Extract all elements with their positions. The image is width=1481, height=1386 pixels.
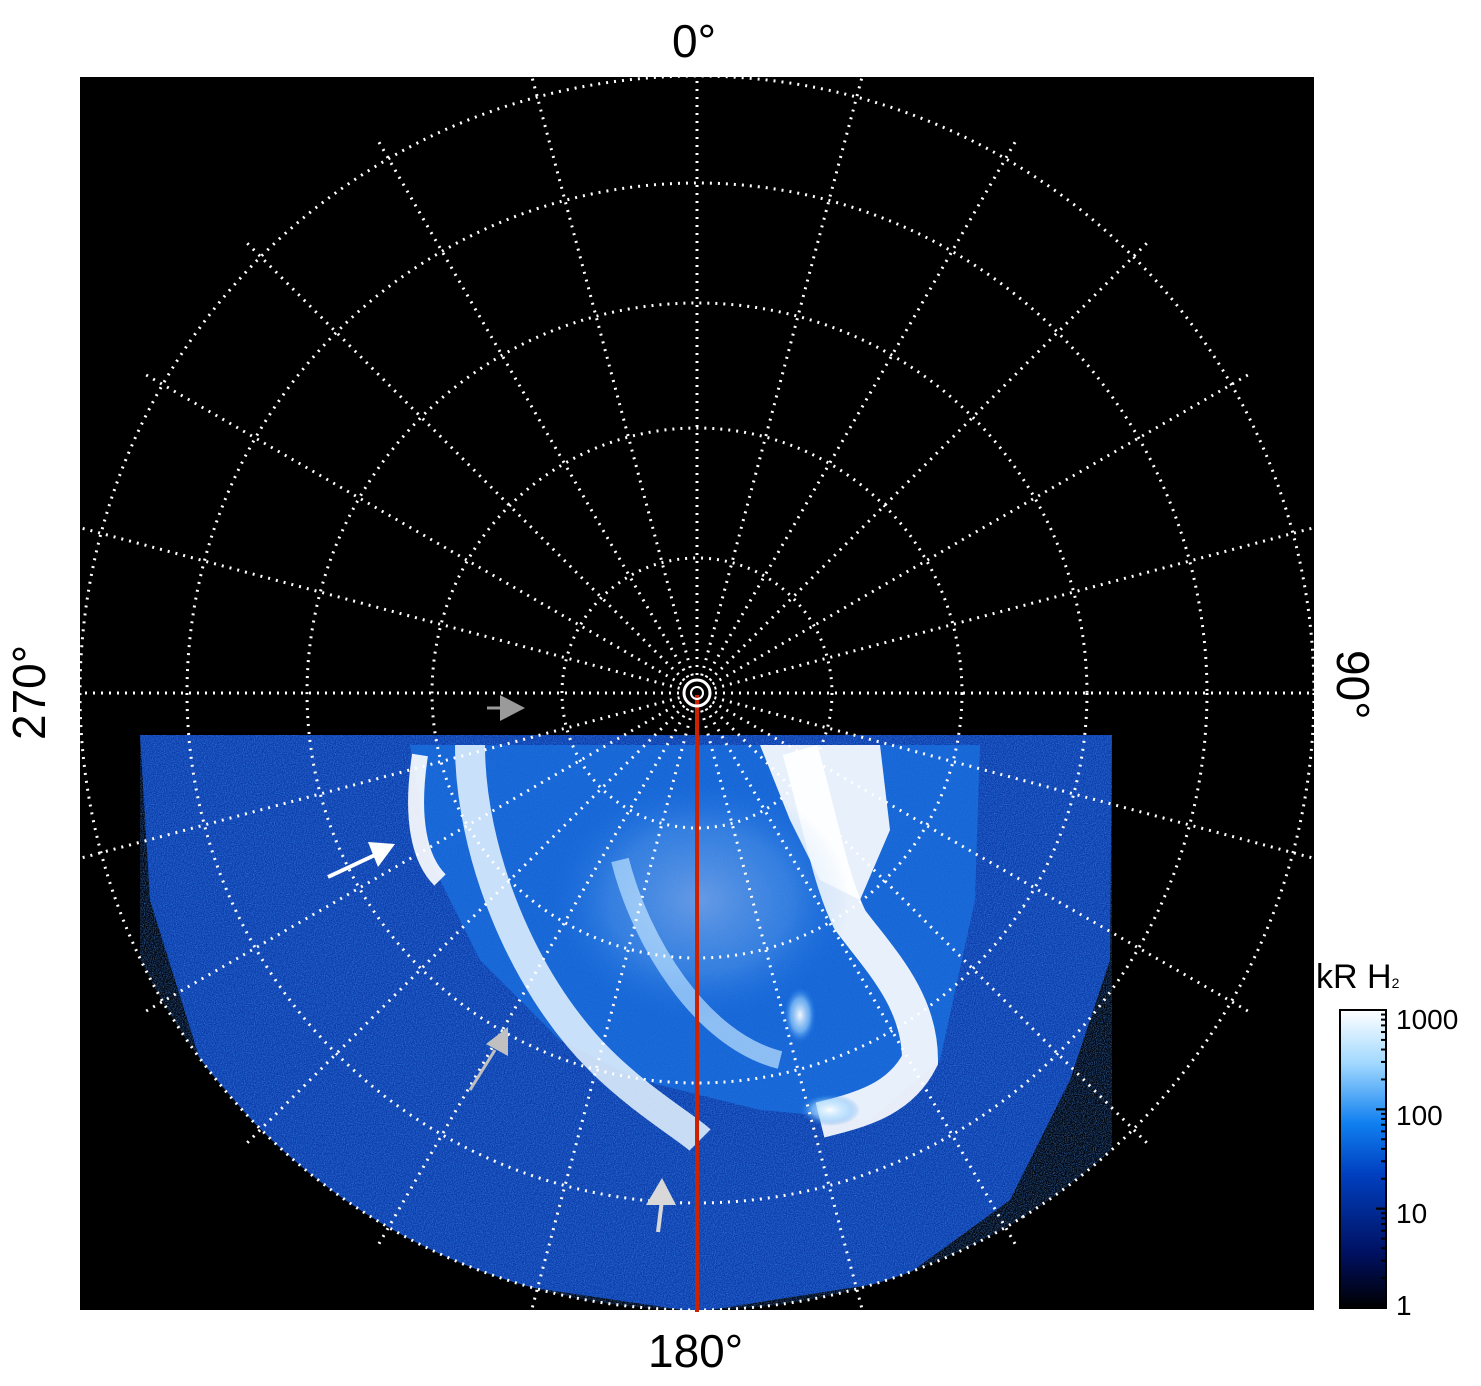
label-90-deg: 90°: [1327, 650, 1379, 720]
bright-spot-lower: [800, 1094, 860, 1126]
gray-arrow-center: [487, 695, 525, 721]
outer-arc-left: [408, 753, 446, 886]
label-180-deg: 180°: [648, 1325, 744, 1377]
colorbar-title: kR H2: [1316, 958, 1400, 996]
colorbar-tick-10: 10: [1396, 1198, 1428, 1229]
white-arrow: [327, 842, 395, 879]
bright-region-upper-right: [760, 745, 890, 900]
pole-marker: [682, 678, 712, 708]
gray-arrow-lower: [468, 1027, 508, 1091]
latitude-circle: [305, 301, 1089, 1085]
main-oval-arc: [455, 744, 711, 1152]
colorbar-tick-1: 1: [1396, 1290, 1412, 1321]
gray-arrow-bottom: [646, 1178, 676, 1233]
label-270-deg: 270°: [3, 644, 55, 740]
colorbar-tick-100: 100: [1396, 1100, 1443, 1131]
glow-central: [550, 780, 850, 1020]
bright-spot: [784, 987, 816, 1043]
latitude-circle: [560, 556, 834, 830]
colorbar: [1339, 1009, 1387, 1309]
label-0-deg: 0°: [672, 15, 716, 67]
colorbar-tick-1000: 1000: [1396, 1004, 1459, 1035]
